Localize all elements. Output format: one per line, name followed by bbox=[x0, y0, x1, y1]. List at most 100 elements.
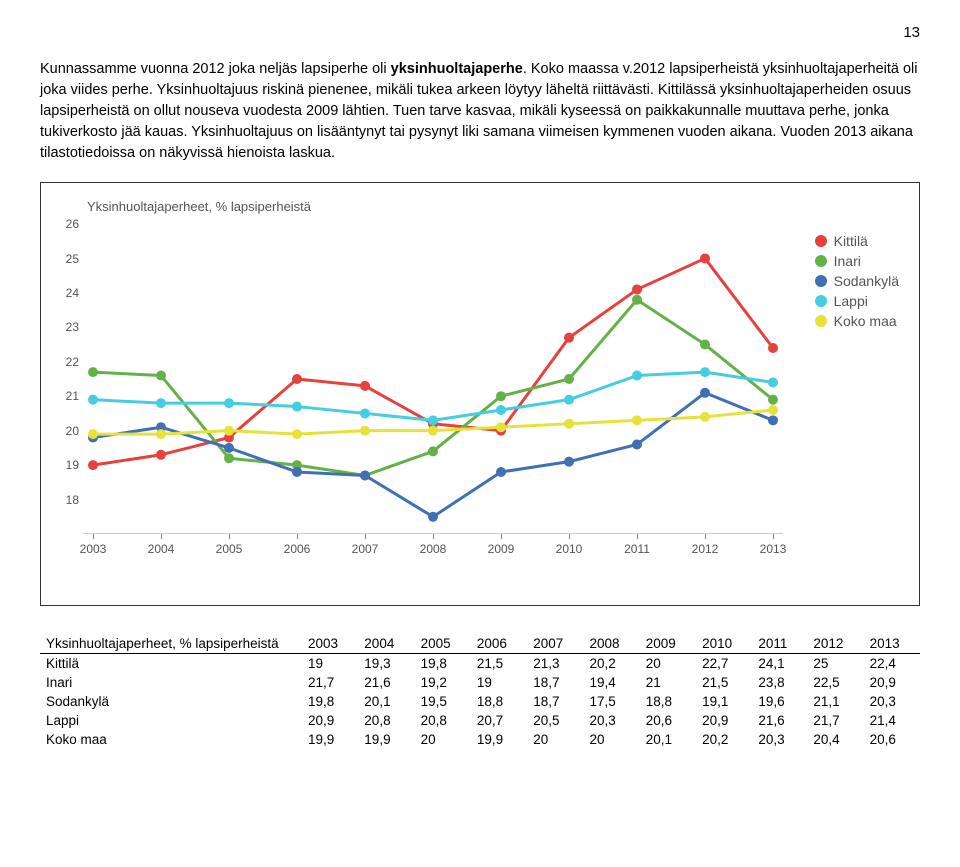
chart-marker bbox=[632, 285, 642, 295]
chart-marker bbox=[292, 429, 302, 439]
chart-marker bbox=[360, 426, 370, 436]
table-cell: 20,1 bbox=[640, 730, 696, 749]
chart-marker bbox=[632, 295, 642, 305]
table-cell: 20,3 bbox=[864, 692, 920, 711]
chart-marker bbox=[292, 402, 302, 412]
table-row: Lappi20,920,820,820,720,520,320,620,921,… bbox=[40, 711, 920, 730]
legend-label: Sodankylä bbox=[834, 273, 899, 289]
table-year-header: 2003 bbox=[302, 634, 358, 654]
table-cell: 19,9 bbox=[358, 730, 414, 749]
table-year-header: 2008 bbox=[583, 634, 639, 654]
table-cell: 21,5 bbox=[696, 673, 752, 692]
chart-line bbox=[93, 372, 773, 420]
chart-marker bbox=[496, 391, 506, 401]
table-cell: 20 bbox=[527, 730, 583, 749]
table-year-header: 2009 bbox=[640, 634, 696, 654]
chart-marker bbox=[564, 457, 574, 467]
chart-marker bbox=[88, 460, 98, 470]
table-row-label: Koko maa bbox=[40, 730, 302, 749]
y-axis-tick: 21 bbox=[55, 389, 79, 403]
legend-dot-icon bbox=[815, 235, 827, 247]
table-cell: 20,7 bbox=[471, 711, 527, 730]
chart-marker bbox=[156, 398, 166, 408]
y-axis-tick: 20 bbox=[55, 424, 79, 438]
x-axis-tick: 2010 bbox=[556, 542, 583, 556]
table-cell: 17,5 bbox=[583, 692, 639, 711]
table-cell: 20,8 bbox=[415, 711, 471, 730]
table-cell: 20,5 bbox=[527, 711, 583, 730]
y-axis-tick: 23 bbox=[55, 320, 79, 334]
chart-marker bbox=[224, 398, 234, 408]
chart-marker bbox=[700, 340, 710, 350]
chart-marker bbox=[564, 419, 574, 429]
chart-marker bbox=[564, 333, 574, 343]
table-cell: 19,8 bbox=[302, 692, 358, 711]
table-year-header: 2010 bbox=[696, 634, 752, 654]
table-cell: 20,8 bbox=[358, 711, 414, 730]
chart-marker bbox=[632, 415, 642, 425]
chart-container: Yksinhuoltajaperheet, % lapsiperheistä 1… bbox=[40, 182, 920, 606]
chart-marker bbox=[700, 388, 710, 398]
table-row: Sodankylä19,820,119,518,818,717,518,819,… bbox=[40, 692, 920, 711]
table-cell: 20,6 bbox=[864, 730, 920, 749]
legend-item: Koko maa bbox=[815, 313, 899, 329]
table-cell: 18,8 bbox=[471, 692, 527, 711]
chart-plot-area: 1819202122232425262003200420052006200720… bbox=[83, 224, 783, 534]
table-body: Kittilä1919,319,821,521,320,22022,724,12… bbox=[40, 654, 920, 750]
table-cell: 21,7 bbox=[807, 711, 863, 730]
chart-marker bbox=[88, 395, 98, 405]
legend-item: Inari bbox=[815, 253, 899, 269]
legend-item: Kittilä bbox=[815, 233, 899, 249]
table-cell: 21 bbox=[640, 673, 696, 692]
chart-marker bbox=[768, 343, 778, 353]
table-cell: 20,9 bbox=[302, 711, 358, 730]
table-row-label: Sodankylä bbox=[40, 692, 302, 711]
table-cell: 19,6 bbox=[752, 692, 807, 711]
table-cell: 21,4 bbox=[864, 711, 920, 730]
table-cell: 24,1 bbox=[752, 654, 807, 674]
chart-marker bbox=[496, 467, 506, 477]
table-cell: 20,2 bbox=[696, 730, 752, 749]
legend-label: Lappi bbox=[834, 293, 868, 309]
table-cell: 22,4 bbox=[864, 654, 920, 674]
table-row: Koko maa19,919,92019,9202020,120,220,320… bbox=[40, 730, 920, 749]
body-paragraph: Kunnassamme vuonna 2012 joka neljäs laps… bbox=[40, 59, 920, 164]
chart-marker bbox=[428, 446, 438, 456]
chart-marker bbox=[428, 415, 438, 425]
table-cell: 23,8 bbox=[752, 673, 807, 692]
legend-label: Kittilä bbox=[834, 233, 868, 249]
table-cell: 19,4 bbox=[583, 673, 639, 692]
x-axis-tick: 2005 bbox=[216, 542, 243, 556]
chart-marker bbox=[224, 443, 234, 453]
chart-legend: Kittilä Inari Sodankylä Lappi Koko maa bbox=[815, 233, 899, 333]
y-axis-tick: 24 bbox=[55, 286, 79, 300]
chart-marker bbox=[428, 512, 438, 522]
x-axis-tick: 2013 bbox=[760, 542, 787, 556]
table-year-header: 2007 bbox=[527, 634, 583, 654]
legend-dot-icon bbox=[815, 315, 827, 327]
table-cell: 20,9 bbox=[696, 711, 752, 730]
table-year-header: 2012 bbox=[807, 634, 863, 654]
table-cell: 20,9 bbox=[864, 673, 920, 692]
chart-marker bbox=[428, 426, 438, 436]
legend-item: Sodankylä bbox=[815, 273, 899, 289]
table-cell: 20 bbox=[640, 654, 696, 674]
table-cell: 19,3 bbox=[358, 654, 414, 674]
table-cell: 22,7 bbox=[696, 654, 752, 674]
table-cell: 18,7 bbox=[527, 673, 583, 692]
table-row-label: Lappi bbox=[40, 711, 302, 730]
x-axis-tick: 2008 bbox=[420, 542, 447, 556]
table-cell: 20,6 bbox=[640, 711, 696, 730]
table-header-row: Yksinhuoltajaperheet, % lapsiperheistä20… bbox=[40, 634, 920, 654]
chart-marker bbox=[768, 415, 778, 425]
y-axis-tick: 22 bbox=[55, 355, 79, 369]
table-cell: 20,4 bbox=[807, 730, 863, 749]
chart-marker bbox=[156, 450, 166, 460]
table-cell: 19,9 bbox=[302, 730, 358, 749]
legend-label: Koko maa bbox=[834, 313, 897, 329]
table-year-header: 2005 bbox=[415, 634, 471, 654]
table-cell: 21,7 bbox=[302, 673, 358, 692]
table-year-header: 2011 bbox=[752, 634, 807, 654]
chart-marker bbox=[564, 395, 574, 405]
chart-marker bbox=[156, 371, 166, 381]
